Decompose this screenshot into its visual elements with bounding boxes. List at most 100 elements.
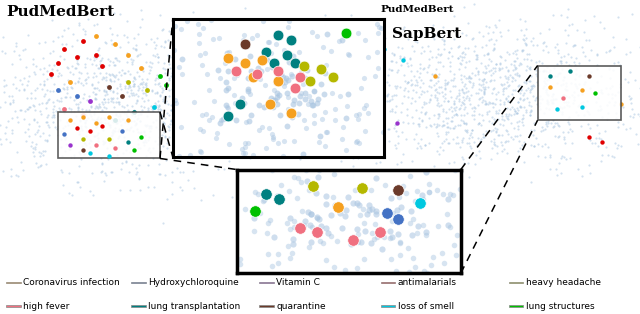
Point: [287, 115, 297, 120]
Point: [432, 121, 442, 126]
Point: [463, 21, 473, 26]
Point: [133, 137, 143, 142]
Point: [307, 79, 317, 84]
Point: [580, 37, 591, 42]
Point: [380, 52, 390, 57]
Point: [551, 97, 561, 102]
Point: [457, 58, 467, 63]
Point: [196, 70, 207, 75]
Text: PudMedBert: PudMedBert: [6, 5, 115, 19]
Point: [515, 105, 525, 110]
Point: [62, 84, 72, 89]
Point: [235, 261, 245, 266]
Point: [526, 73, 536, 78]
Point: [0, 136, 4, 141]
Point: [465, 133, 475, 138]
Point: [413, 74, 424, 79]
Point: [119, 70, 129, 75]
Point: [0, 79, 3, 84]
Point: [301, 75, 311, 80]
Point: [113, 136, 123, 141]
Point: [22, 32, 33, 37]
Point: [323, 67, 333, 72]
Point: [37, 100, 47, 105]
Point: [518, 57, 529, 62]
Point: [141, 139, 152, 144]
Point: [86, 83, 97, 88]
Point: [97, 142, 108, 147]
Point: [168, 132, 179, 137]
Point: [202, 72, 212, 77]
Point: [479, 134, 490, 139]
Point: [91, 96, 101, 101]
Point: [245, 126, 255, 131]
Point: [59, 134, 69, 139]
Point: [483, 99, 493, 104]
Point: [426, 92, 436, 97]
Point: [150, 82, 160, 87]
Point: [449, 126, 459, 131]
Point: [118, 139, 129, 144]
Point: [599, 25, 609, 30]
Point: [182, 86, 192, 91]
Point: [33, 128, 43, 133]
Point: [172, 100, 182, 106]
Point: [459, 121, 469, 126]
Point: [72, 78, 83, 83]
Point: [155, 138, 165, 143]
Point: [289, 74, 299, 79]
Point: [557, 111, 567, 116]
Point: [106, 123, 116, 128]
Point: [210, 122, 220, 127]
Point: [154, 104, 164, 109]
Point: [225, 80, 235, 85]
Point: [264, 126, 274, 131]
Point: [21, 139, 31, 144]
Point: [499, 87, 509, 92]
Point: [113, 100, 124, 105]
Point: [449, 101, 459, 106]
Point: [72, 124, 83, 129]
Point: [80, 28, 90, 33]
Point: [317, 116, 327, 121]
Point: [201, 144, 211, 149]
Point: [239, 33, 250, 38]
Point: [105, 78, 115, 83]
Point: [77, 107, 87, 112]
Point: [19, 116, 29, 121]
Point: [262, 57, 273, 62]
Point: [452, 135, 462, 140]
Point: [127, 128, 138, 133]
Point: [110, 41, 120, 46]
Point: [56, 137, 67, 142]
Point: [369, 93, 379, 98]
Point: [72, 93, 82, 98]
Point: [431, 81, 442, 86]
Point: [143, 107, 154, 112]
Point: [238, 151, 248, 156]
Point: [475, 155, 485, 160]
Point: [121, 78, 131, 83]
Point: [191, 88, 201, 93]
Point: [571, 84, 581, 89]
Point: [547, 75, 557, 80]
Point: [481, 111, 492, 116]
Point: [570, 81, 580, 86]
Point: [461, 120, 472, 125]
Point: [299, 63, 309, 68]
Point: [403, 79, 413, 84]
Point: [364, 73, 374, 78]
Point: [39, 78, 49, 83]
Point: [197, 63, 207, 68]
Point: [200, 104, 210, 109]
Point: [84, 93, 95, 98]
Point: [401, 137, 411, 142]
Point: [300, 90, 310, 95]
Point: [111, 99, 121, 104]
Point: [401, 191, 411, 196]
Point: [364, 208, 374, 213]
Point: [367, 207, 378, 212]
Point: [205, 138, 216, 143]
Point: [122, 59, 132, 64]
Point: [49, 112, 60, 117]
